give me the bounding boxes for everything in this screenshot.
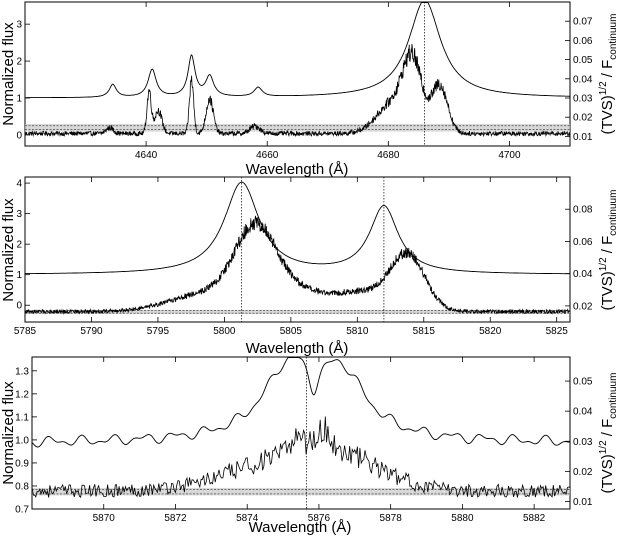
panel-bottom: 5870 5872 5874 5876 5878 5880 5882 0.7 0.8 0.9 1.… bbox=[0, 356, 619, 536]
mean-spectrum-line bbox=[25, 2, 570, 99]
y-right-tick-label: 0.04 bbox=[573, 74, 593, 85]
reference-lines bbox=[241, 177, 385, 322]
y-right-tick-label: 0.03 bbox=[573, 437, 593, 448]
y-axis-right: 0.02 0.04 0.06 0.08 bbox=[565, 205, 593, 312]
y-right-tick-label: 0.03 bbox=[573, 94, 593, 105]
tvs-line bbox=[24, 215, 571, 315]
mean-spectrum-line bbox=[24, 181, 570, 275]
y-right-tick-label: 0.04 bbox=[573, 269, 593, 280]
x-tick-label: 5825 bbox=[546, 326, 569, 337]
x-tick-label: 5795 bbox=[147, 326, 170, 337]
y-axis-left: 0.7 0.8 0.9 1.0 1.1 1.2 1.3 bbox=[15, 366, 37, 516]
y-left-tick-label: 1.2 bbox=[15, 389, 29, 400]
tvs-line bbox=[24, 43, 571, 138]
y-left-tick-label: 0.7 bbox=[15, 505, 29, 516]
x-tick-label: 5815 bbox=[413, 326, 436, 337]
y-right-tick-label: 0.08 bbox=[573, 205, 593, 216]
y-right-tick-label: 0.07 bbox=[573, 17, 593, 28]
y-left-tick-label: 0.8 bbox=[15, 481, 29, 492]
x-axis: 4640 4660 4680 4700 bbox=[135, 2, 521, 161]
plot-frame bbox=[31, 356, 571, 510]
x-tick-label: 5870 bbox=[93, 513, 116, 524]
x-tick-label: 5874 bbox=[236, 513, 259, 524]
y-left-tick-label: 0.9 bbox=[15, 458, 29, 469]
plot-frame bbox=[24, 176, 571, 323]
x-tick-label: 5872 bbox=[164, 513, 187, 524]
x-tick-label: 5790 bbox=[80, 326, 103, 337]
y-right-tick-label: 0.02 bbox=[573, 467, 593, 478]
y-axis-right-label: (TVS)1/2 / Fcontinuum bbox=[598, 190, 619, 311]
y-left-tick-label: 0 bbox=[16, 301, 22, 312]
y-right-tick-label: 0.02 bbox=[573, 301, 593, 312]
tvs-band bbox=[25, 309, 570, 314]
y-right-tick-label: 0.05 bbox=[573, 55, 593, 66]
y-axis-right-label: (TVS)1/2 / Fcontinuum bbox=[598, 14, 619, 135]
x-tick-label: 4700 bbox=[498, 150, 521, 161]
y-axis-right: 0.01 0.02 0.03 0.04 0.05 bbox=[565, 377, 593, 508]
y-right-tick-label: 0.02 bbox=[573, 113, 593, 124]
x-axis: 5785 5790 5795 5800 5805 5810 5815 5820 5825 bbox=[14, 177, 568, 337]
x-tick-label: 5800 bbox=[213, 326, 236, 337]
y-right-tick-label: 0.01 bbox=[573, 497, 593, 508]
x-tick-label: 5820 bbox=[479, 326, 502, 337]
tvs-noise-band bbox=[25, 309, 570, 314]
y-right-tick-label: 0.04 bbox=[573, 407, 593, 418]
tvs-line bbox=[31, 416, 571, 498]
y-left-tick-label: 3 bbox=[16, 209, 22, 220]
y-axis-left-label: Normalized flux bbox=[0, 22, 17, 126]
y-left-tick-label: 4 bbox=[16, 179, 22, 190]
y-right-tick-label: 0.01 bbox=[573, 132, 593, 143]
y-axis-right-label: (TVS)1/2 / Fcontinuum bbox=[598, 373, 619, 494]
y-axis-left-label: Normalized flux bbox=[0, 381, 17, 485]
x-axis-label: Wavelength (Å) bbox=[246, 161, 349, 178]
x-tick-label: 5876 bbox=[308, 513, 331, 524]
tvs-band bbox=[32, 487, 570, 496]
y-axis-right: 0.01 0.02 0.03 0.04 0.05 0.06 0.07 bbox=[565, 17, 593, 143]
x-axis-label: Wavelength (Å) bbox=[249, 519, 352, 536]
y-left-tick-label: 0 bbox=[16, 130, 22, 141]
y-left-tick-label: 1.1 bbox=[15, 412, 29, 423]
tvs-band bbox=[25, 123, 570, 132]
y-left-tick-label: 2 bbox=[16, 57, 22, 68]
x-tick-label: 5810 bbox=[346, 326, 369, 337]
y-right-tick-label: 0.06 bbox=[573, 237, 593, 248]
x-tick-label: 4640 bbox=[135, 150, 158, 161]
x-tick-label: 5878 bbox=[380, 513, 403, 524]
y-right-tick-label: 0.06 bbox=[573, 36, 593, 47]
x-axis-label: Wavelength (Å) bbox=[246, 340, 349, 357]
x-tick-label: 5785 bbox=[14, 326, 37, 337]
y-right-tick-label: 0.05 bbox=[573, 377, 593, 388]
tvs-noise-band bbox=[25, 123, 570, 132]
panel-middle: 5785 5790 5795 5800 5805 5810 5815 5820 5825 0 1 2… bbox=[0, 176, 619, 357]
x-tick-label: 5882 bbox=[523, 513, 546, 524]
y-left-tick-label: 2 bbox=[16, 240, 22, 251]
x-tick-label: 4660 bbox=[256, 150, 279, 161]
x-tick-label: 5805 bbox=[280, 326, 303, 337]
x-axis: 5870 5872 5874 5876 5878 5880 5882 bbox=[93, 357, 546, 524]
plot-frame bbox=[24, 1, 571, 147]
x-tick-label: 4680 bbox=[377, 150, 400, 161]
y-left-tick-label: 1 bbox=[16, 270, 22, 281]
tvs-noise-band bbox=[32, 487, 570, 496]
y-left-tick-label: 3 bbox=[16, 20, 22, 31]
mean-spectrum-line bbox=[31, 357, 571, 448]
y-axis-left-label: Normalized flux bbox=[0, 198, 17, 302]
y-left-tick-label: 1.3 bbox=[15, 366, 29, 377]
x-tick-label: 5880 bbox=[451, 513, 474, 524]
y-axis-left: 0 1 2 3 4 bbox=[16, 179, 30, 312]
y-axis-left: 0 1 2 3 bbox=[16, 20, 30, 141]
y-left-tick-label: 1.0 bbox=[15, 435, 29, 446]
y-left-tick-label: 1 bbox=[16, 94, 22, 105]
